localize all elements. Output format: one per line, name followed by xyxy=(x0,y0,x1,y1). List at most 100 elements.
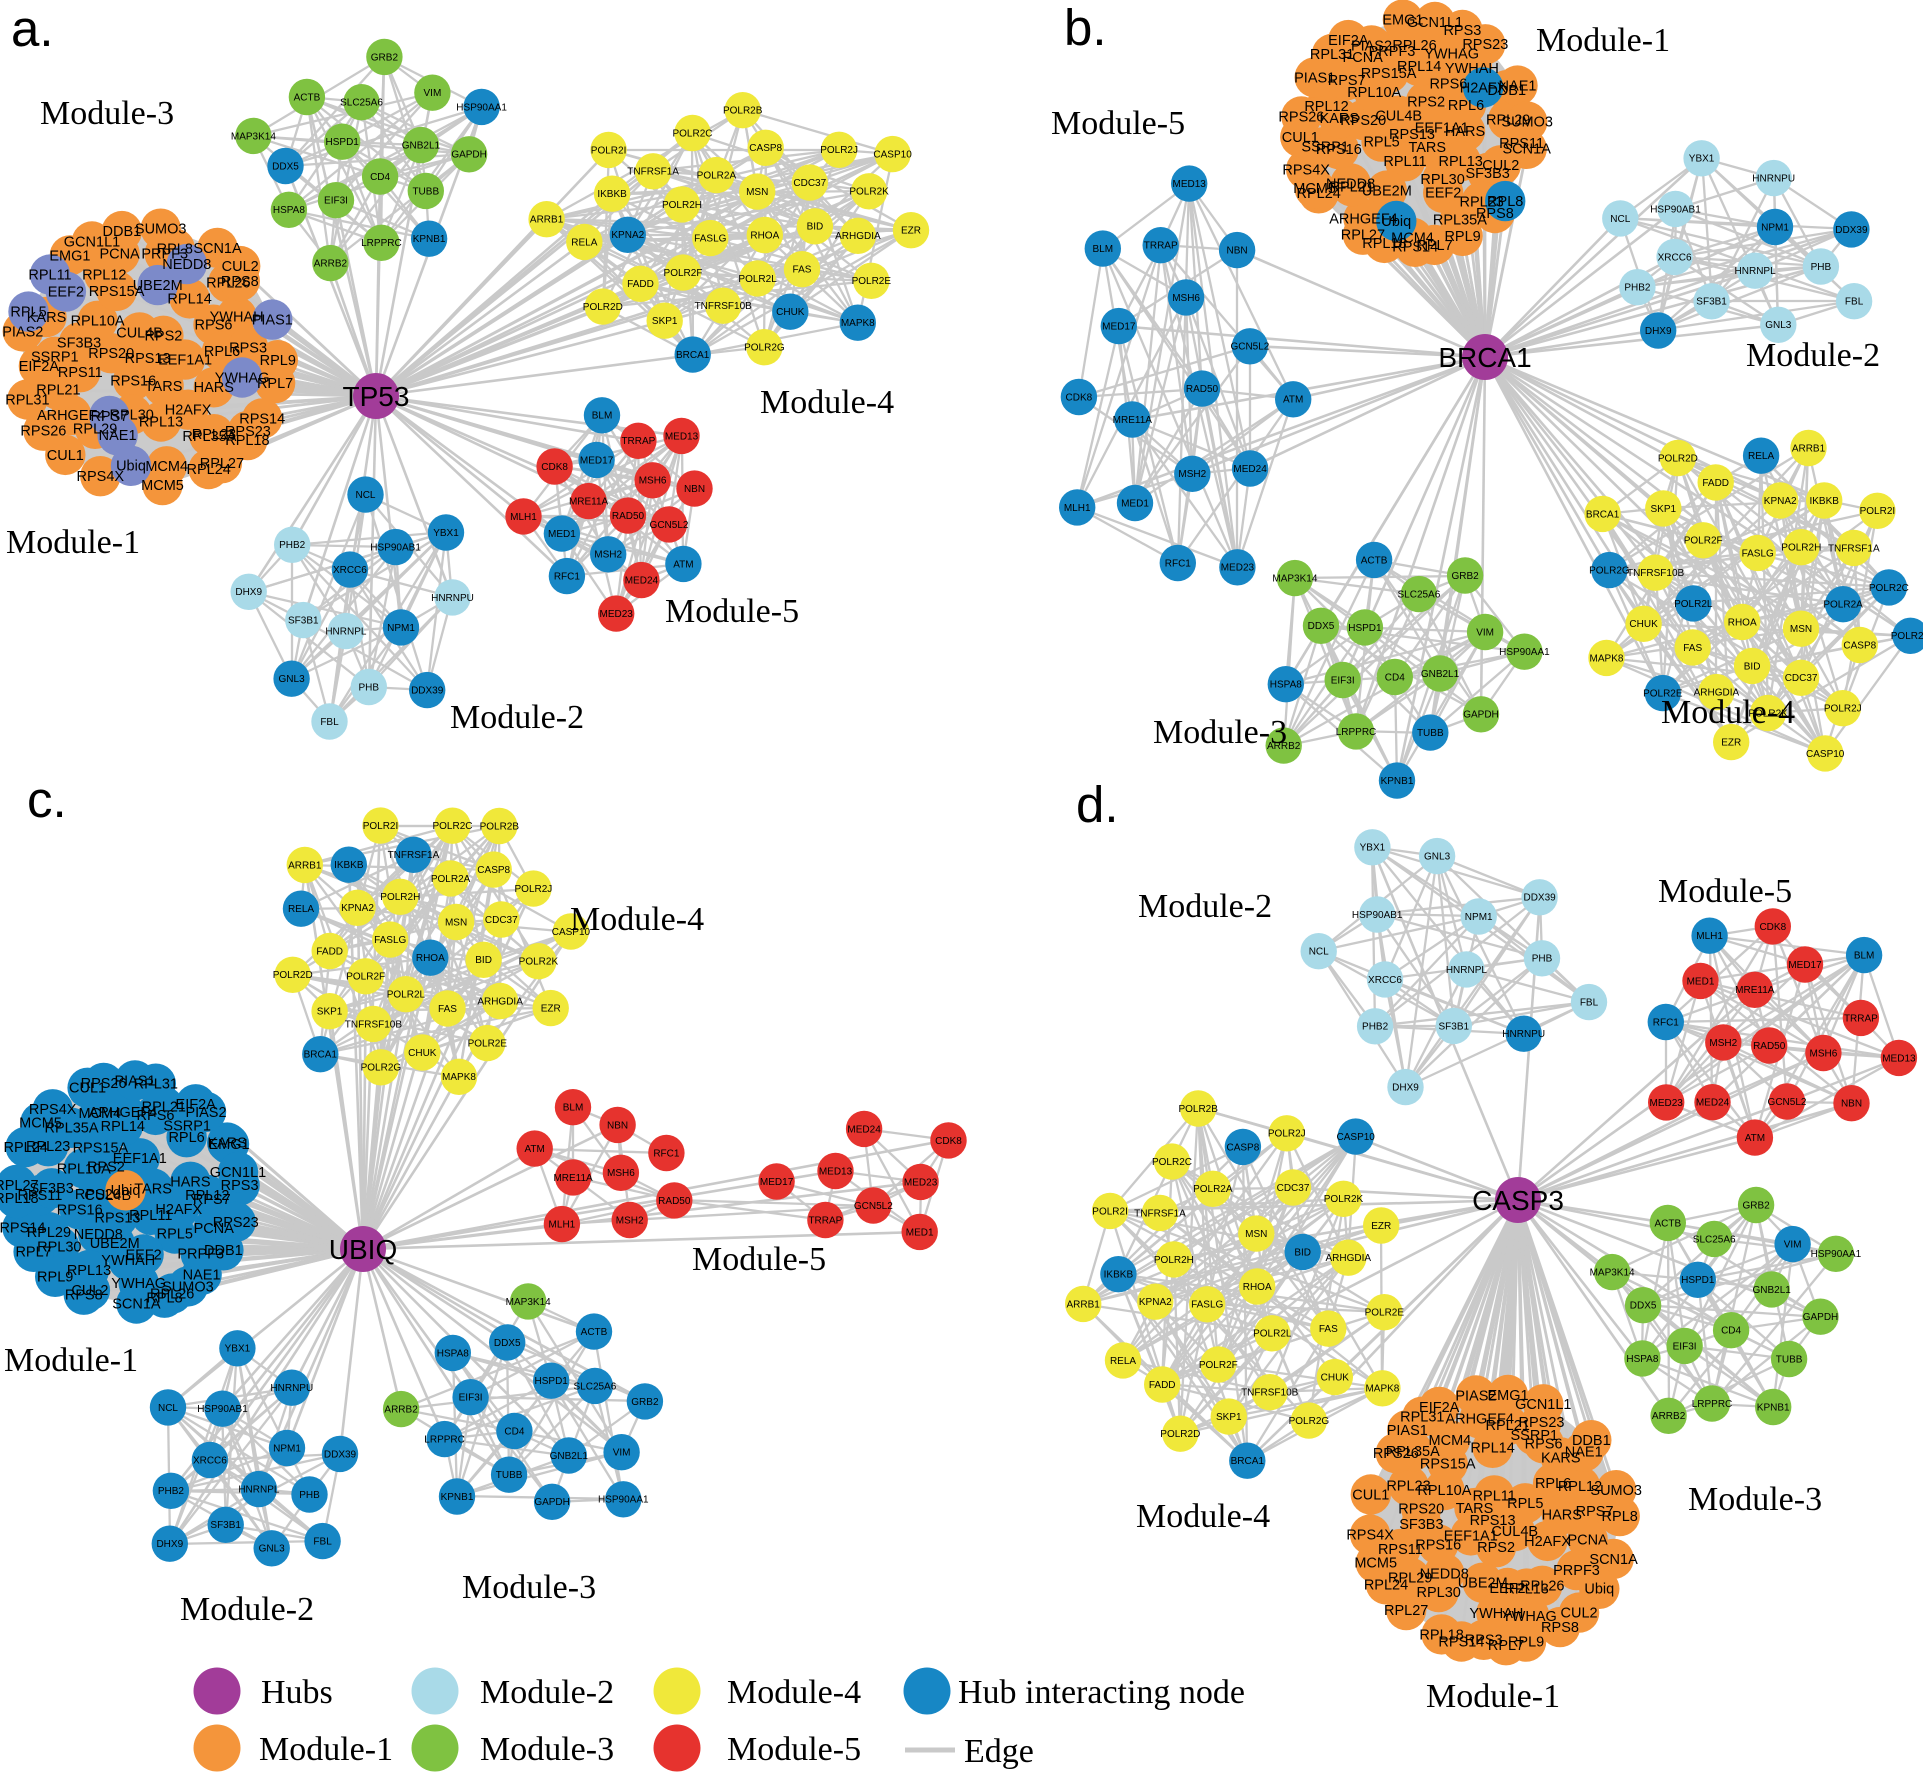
svg-text:EIF3I: EIF3I xyxy=(324,196,348,207)
svg-text:NCL: NCL xyxy=(355,490,375,501)
svg-text:IKBKB: IKBKB xyxy=(1104,1270,1134,1281)
svg-text:RPL12: RPL12 xyxy=(1558,1479,1602,1495)
svg-text:POLR2E: POLR2E xyxy=(852,276,892,287)
svg-text:YBX1: YBX1 xyxy=(1360,843,1386,854)
svg-text:RPS4X: RPS4X xyxy=(1346,1528,1394,1544)
svg-text:POLR2H: POLR2H xyxy=(1781,543,1821,554)
svg-text:YWHAH: YWHAH xyxy=(101,1253,155,1269)
svg-text:POLR2G: POLR2G xyxy=(1589,566,1630,577)
svg-text:EEF2: EEF2 xyxy=(125,1247,161,1263)
svg-text:RPS23: RPS23 xyxy=(1462,37,1508,53)
svg-text:SF3B3: SF3B3 xyxy=(1466,166,1510,182)
svg-text:FAS: FAS xyxy=(438,1004,457,1015)
svg-text:RPS4X: RPS4X xyxy=(77,469,125,485)
svg-text:RPL21: RPL21 xyxy=(1330,179,1374,195)
svg-text:IKBKB: IKBKB xyxy=(597,189,627,200)
svg-text:CASP8: CASP8 xyxy=(1227,1142,1260,1153)
svg-text:ARHGDIA: ARHGDIA xyxy=(835,231,881,242)
svg-text:CUL4B: CUL4B xyxy=(84,1188,131,1204)
svg-text:RPS11: RPS11 xyxy=(58,365,103,381)
svg-text:DDX39: DDX39 xyxy=(1835,225,1868,236)
svg-text:POLR2F: POLR2F xyxy=(346,972,385,983)
svg-text:RPS20: RPS20 xyxy=(1340,113,1386,129)
svg-text:HSPD1: HSPD1 xyxy=(1348,623,1382,634)
svg-text:RPL8: RPL8 xyxy=(157,242,193,258)
svg-text:POLR2L: POLR2L xyxy=(1674,599,1713,610)
svg-text:GNB2L1: GNB2L1 xyxy=(1421,669,1460,680)
svg-text:BLM: BLM xyxy=(1854,951,1875,962)
svg-text:POLR2K: POLR2K xyxy=(1324,1194,1364,1205)
svg-text:RPL31: RPL31 xyxy=(1310,47,1354,63)
svg-text:TNFRSF1A: TNFRSF1A xyxy=(627,167,679,178)
svg-text:NEDD8: NEDD8 xyxy=(74,1227,123,1243)
svg-text:TUBB: TUBB xyxy=(412,186,439,197)
svg-text:UBE2M: UBE2M xyxy=(90,1236,140,1252)
svg-text:RPL26: RPL26 xyxy=(1520,1579,1564,1595)
svg-text:FASLG: FASLG xyxy=(1742,548,1774,559)
svg-text:YBX1: YBX1 xyxy=(433,528,459,539)
svg-text:KPNB1: KPNB1 xyxy=(1757,1402,1790,1413)
svg-text:EMG1: EMG1 xyxy=(49,248,90,264)
svg-text:EZR: EZR xyxy=(1371,1221,1391,1232)
svg-text:GCN5L2: GCN5L2 xyxy=(854,1201,893,1212)
svg-text:POLR2D: POLR2D xyxy=(583,302,623,313)
svg-text:CDK8: CDK8 xyxy=(541,462,568,473)
svg-text:NEDD8: NEDD8 xyxy=(1420,1566,1469,1582)
svg-text:DDX5: DDX5 xyxy=(1308,621,1335,632)
svg-text:ACTB: ACTB xyxy=(581,1327,608,1338)
svg-text:GRB2: GRB2 xyxy=(1451,571,1479,582)
svg-text:CD4: CD4 xyxy=(1385,672,1405,683)
svg-text:PHB2: PHB2 xyxy=(1362,1022,1389,1033)
svg-text:MED23: MED23 xyxy=(1221,563,1255,574)
svg-text:RPS13: RPS13 xyxy=(1389,127,1435,143)
svg-text:MLH1: MLH1 xyxy=(1696,931,1723,942)
svg-text:RPL8: RPL8 xyxy=(146,1291,182,1307)
svg-text:EEF2: EEF2 xyxy=(1425,186,1461,202)
svg-text:DDX5: DDX5 xyxy=(1630,1301,1657,1312)
svg-text:RPS15A: RPS15A xyxy=(1361,66,1417,82)
svg-text:GNB2L1: GNB2L1 xyxy=(402,141,441,152)
svg-text:HNRNPL: HNRNPL xyxy=(1735,266,1777,277)
svg-text:HNRNPU: HNRNPU xyxy=(1752,174,1795,185)
svg-text:POLR2C: POLR2C xyxy=(432,821,472,832)
svg-text:SSRP1: SSRP1 xyxy=(163,1119,211,1135)
svg-text:RHOA: RHOA xyxy=(416,953,445,964)
svg-text:KPNB1: KPNB1 xyxy=(413,234,446,245)
svg-text:RPL9: RPL9 xyxy=(37,1270,73,1286)
svg-text:PIAS2: PIAS2 xyxy=(1351,38,1392,54)
svg-text:b.: b. xyxy=(1064,0,1107,56)
svg-text:RPL29: RPL29 xyxy=(1486,113,1530,129)
svg-text:ATM: ATM xyxy=(525,1144,545,1155)
svg-text:EMG1: EMG1 xyxy=(1487,1388,1528,1404)
svg-text:IKBKB: IKBKB xyxy=(1809,496,1839,507)
svg-text:EIF2A: EIF2A xyxy=(176,1097,217,1113)
svg-text:ARRB1: ARRB1 xyxy=(1067,1299,1101,1310)
svg-text:SF3B3: SF3B3 xyxy=(57,335,101,351)
svg-text:TRRAP: TRRAP xyxy=(808,1215,842,1226)
svg-text:DDX39: DDX39 xyxy=(1523,893,1556,904)
svg-text:PIAS2: PIAS2 xyxy=(2,324,43,340)
svg-text:POLR2L: POLR2L xyxy=(387,990,426,1001)
svg-text:GNL3: GNL3 xyxy=(279,674,306,685)
svg-text:ARRB2: ARRB2 xyxy=(1652,1411,1686,1422)
svg-text:CUL4B: CUL4B xyxy=(1375,109,1422,125)
svg-text:MED13: MED13 xyxy=(819,1166,853,1177)
svg-text:VIM: VIM xyxy=(1784,1240,1802,1251)
svg-text:ARHGEF4: ARHGEF4 xyxy=(1445,1411,1514,1427)
svg-text:MED13: MED13 xyxy=(1882,1053,1916,1064)
svg-text:RAD50: RAD50 xyxy=(1186,384,1219,395)
svg-text:FAS: FAS xyxy=(1683,643,1702,654)
svg-text:RPL8: RPL8 xyxy=(1487,194,1523,210)
svg-text:RPL11: RPL11 xyxy=(1473,1488,1516,1504)
svg-text:SUMO3: SUMO3 xyxy=(135,222,187,238)
svg-text:EIF3I: EIF3I xyxy=(1673,1341,1697,1352)
svg-text:CDK8: CDK8 xyxy=(1759,922,1786,933)
svg-text:MSN: MSN xyxy=(1245,1229,1267,1240)
svg-text:GCN1L1: GCN1L1 xyxy=(64,234,120,250)
svg-text:YWHAG: YWHAG xyxy=(1502,1609,1557,1625)
svg-text:RPL12: RPL12 xyxy=(82,268,126,284)
svg-text:GCN5L2: GCN5L2 xyxy=(1768,1097,1807,1108)
svg-text:EZR: EZR xyxy=(1721,738,1741,749)
svg-text:Module-2: Module-2 xyxy=(450,699,584,736)
svg-text:MED17: MED17 xyxy=(760,1177,794,1188)
